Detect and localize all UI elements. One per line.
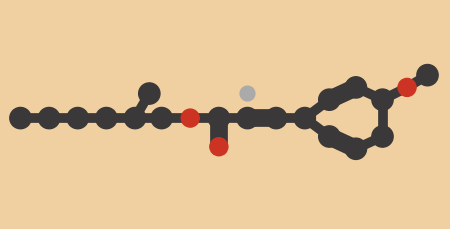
Circle shape <box>294 108 315 129</box>
Circle shape <box>124 108 146 129</box>
Circle shape <box>266 108 287 129</box>
Circle shape <box>319 90 340 111</box>
Circle shape <box>237 108 258 129</box>
Circle shape <box>398 79 416 97</box>
Circle shape <box>210 138 228 156</box>
Circle shape <box>240 87 255 101</box>
Circle shape <box>67 108 88 129</box>
Circle shape <box>38 108 60 129</box>
Circle shape <box>139 84 160 105</box>
Circle shape <box>208 108 230 129</box>
Circle shape <box>96 108 117 129</box>
Circle shape <box>181 110 199 128</box>
Circle shape <box>345 77 367 99</box>
Circle shape <box>417 65 438 86</box>
Circle shape <box>151 108 172 129</box>
Circle shape <box>372 126 393 147</box>
Circle shape <box>345 139 367 160</box>
Circle shape <box>319 126 340 147</box>
Circle shape <box>10 108 31 129</box>
Circle shape <box>372 90 393 111</box>
